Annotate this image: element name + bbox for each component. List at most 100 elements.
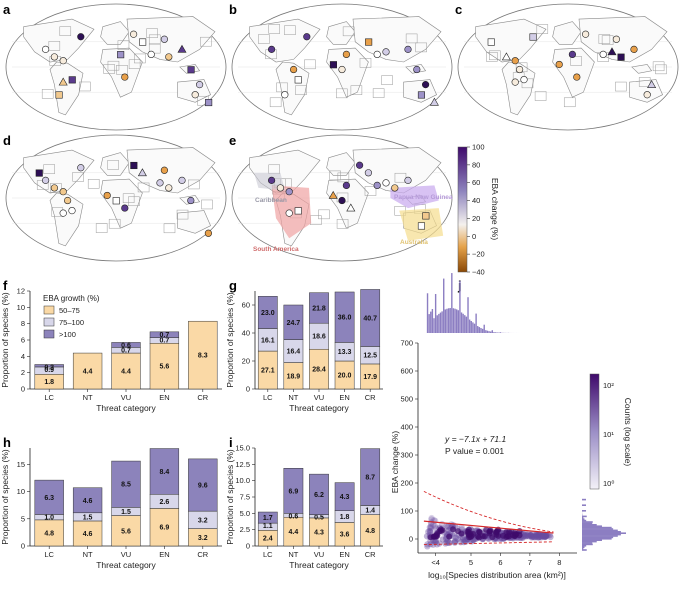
bar-value-label: 1.0 xyxy=(44,514,54,521)
map-marker-circle xyxy=(60,188,67,195)
j-right-histogram-bar xyxy=(582,517,583,519)
j-top-histogram-bar xyxy=(485,330,486,333)
map-marker-square xyxy=(117,51,124,58)
map-marker-circle xyxy=(600,51,607,58)
j-top-histogram-bar xyxy=(445,309,446,333)
map-marker-circle xyxy=(569,51,576,58)
j-top-histogram-bar xyxy=(427,293,428,333)
map-marker-circle xyxy=(613,36,620,43)
map-marker-square xyxy=(131,162,138,169)
map-marker-circle xyxy=(383,49,390,56)
bar-value-label: 4.3 xyxy=(314,529,324,536)
bar-value-label: 4.8 xyxy=(365,528,375,535)
j-cb-tick-1: 10¹ xyxy=(603,430,614,439)
hexbin-cell xyxy=(534,534,540,540)
bar-value-label: 3.2 xyxy=(198,517,208,524)
bar-value-label: 8.7 xyxy=(365,475,375,482)
y-tick-label: 5.0 xyxy=(240,509,250,518)
bar-value-label: 9.6 xyxy=(198,483,208,490)
j-y-tick-label: 400 xyxy=(400,423,413,432)
map-marker-circle xyxy=(277,185,284,192)
j-top-histogram-bar xyxy=(469,320,470,333)
j-right-histogram-bar xyxy=(582,534,621,536)
hexbin-cell xyxy=(540,532,546,538)
map-marker-circle xyxy=(365,170,372,177)
map-marker-square xyxy=(618,54,625,61)
panel-label-f: f xyxy=(3,278,8,293)
j-top-histogram-bar xyxy=(438,314,439,333)
j-top-histogram-bar xyxy=(466,317,467,333)
j-top-histogram-bar xyxy=(484,325,485,333)
world-map-b xyxy=(232,4,452,130)
hexbin-dense-cell xyxy=(446,534,452,540)
j-right-histogram-bar xyxy=(582,523,592,525)
y-tick-label: 10 xyxy=(17,303,25,312)
j-top-histogram-bar xyxy=(487,331,488,333)
bar-value-label: 8.3 xyxy=(198,353,208,360)
map-marker-circle xyxy=(42,177,49,184)
map-marker-circle xyxy=(304,33,311,40)
map-marker-circle xyxy=(60,210,67,217)
bar-value-label: 4.4 xyxy=(289,529,299,536)
bar-value-label: 18.6 xyxy=(312,334,326,341)
map-marker-square xyxy=(418,92,425,99)
panel-label-e: e xyxy=(229,133,236,148)
j-x-tick-label: 8 xyxy=(557,558,561,567)
j-top-histogram-bar xyxy=(475,314,476,333)
world-maps xyxy=(6,4,678,261)
hexbin-dense-cell xyxy=(450,526,456,532)
bar-value-label: 0.7 xyxy=(160,332,170,339)
bar-value-label: 27.1 xyxy=(261,368,275,375)
map-marker-circle xyxy=(631,46,638,53)
hexbin-cell xyxy=(446,540,452,546)
map-marker-square xyxy=(488,39,495,46)
map-marker-circle xyxy=(130,31,137,38)
y-tick-label: 12.5 xyxy=(235,460,250,469)
j-top-histogram-bar xyxy=(440,313,441,333)
j-right-histogram-bar xyxy=(582,546,584,548)
colorbar-tick-label: 0 xyxy=(472,232,476,241)
y-tick-label: 5 xyxy=(21,514,25,523)
bar-value-label: 4.6 xyxy=(83,498,93,505)
map-marker-circle xyxy=(521,76,528,83)
legend-swatch-gt100 xyxy=(44,330,54,338)
j-top-histogram-bar xyxy=(482,329,483,333)
map-marker-circle xyxy=(339,66,346,73)
x-tick-label-CR: CR xyxy=(365,550,376,559)
map-marker-circle xyxy=(405,177,412,184)
j-right-histogram-bar xyxy=(582,549,587,551)
world-map-a xyxy=(6,4,226,130)
bar-value-label: 0.3 xyxy=(44,365,54,372)
j-right-histogram-bar xyxy=(582,520,586,522)
y-tick-label: 0 xyxy=(21,542,25,551)
j-top-histogram-bar xyxy=(495,332,496,333)
map-marker-square xyxy=(113,198,120,205)
map-marker-circle xyxy=(356,162,363,169)
map-marker-circle xyxy=(166,185,173,192)
map-marker-circle xyxy=(422,81,429,88)
colorbar-tick-label: 40 xyxy=(472,196,480,205)
x-tick-label-EN: EN xyxy=(339,393,349,402)
bar-value-label: 8.5 xyxy=(121,482,131,489)
map-marker-circle xyxy=(157,180,164,187)
j-y-tick-label: 500 xyxy=(400,395,413,404)
bar-value-label: 1.5 xyxy=(121,509,131,516)
hexbin-dense-cell xyxy=(493,532,499,538)
x-tick-label-VU: VU xyxy=(121,393,131,402)
region-label-south-america: South America xyxy=(253,246,299,253)
j-pvalue: P value = 0.001 xyxy=(445,446,504,456)
j-x-tick-label: 5 xyxy=(469,558,473,567)
j-top-histogram-bar xyxy=(446,309,447,333)
bar-value-label: 3.2 xyxy=(198,535,208,542)
map-marker-circle xyxy=(392,185,399,192)
j-right-histogram-bar xyxy=(582,531,621,533)
j-top-histogram-bar xyxy=(467,297,468,333)
j-right-histogram-bar xyxy=(582,516,587,518)
legend-swatch-75-100 xyxy=(44,318,54,326)
bar-value-label: 20.0 xyxy=(338,373,352,380)
colorbar-tick-label: 20 xyxy=(472,214,480,223)
map-marker-circle xyxy=(383,180,390,187)
bar-value-label: 2.6 xyxy=(160,499,170,506)
map-marker-square xyxy=(139,39,146,46)
map-marker-square xyxy=(295,208,302,215)
